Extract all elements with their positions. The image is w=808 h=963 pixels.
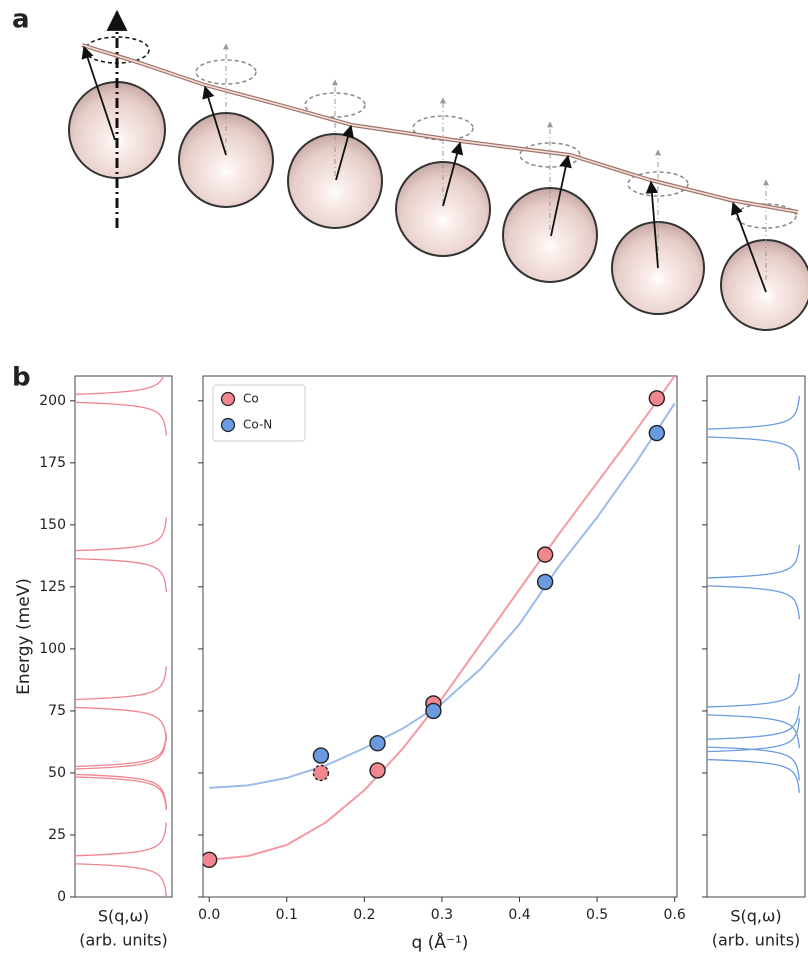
x-tick-label: 0.1 bbox=[276, 907, 298, 923]
data-point bbox=[369, 762, 386, 779]
spectrum-peak bbox=[75, 822, 167, 897]
y-tick-label: 125 bbox=[39, 579, 66, 595]
spectrum-peak bbox=[75, 517, 167, 592]
y-tick-label: 75 bbox=[48, 703, 66, 719]
spectrum-peak bbox=[707, 673, 800, 749]
panel-label: a bbox=[12, 5, 30, 35]
spectrum-peak bbox=[707, 395, 800, 471]
x-tick-label: 0.2 bbox=[353, 907, 375, 923]
x-tick-label: 0.5 bbox=[586, 907, 608, 923]
data-point bbox=[536, 546, 554, 563]
legend bbox=[212, 384, 306, 442]
x-axis-label: S(q,ω) bbox=[98, 907, 149, 926]
y-tick-label: 175 bbox=[39, 455, 66, 471]
data-point bbox=[312, 747, 330, 764]
spectrum-peak bbox=[75, 735, 167, 811]
y-tick-label: 150 bbox=[39, 517, 66, 533]
data-point bbox=[369, 734, 386, 752]
legend-marker bbox=[220, 391, 236, 407]
data-point bbox=[425, 702, 442, 720]
plot-area bbox=[707, 395, 800, 793]
data-point bbox=[312, 764, 330, 782]
legend-marker bbox=[220, 417, 236, 433]
x-axis-label: (arb. units) bbox=[712, 931, 801, 950]
fit-curve bbox=[209, 402, 676, 789]
fit-curve bbox=[209, 376, 676, 861]
spectrum-peak bbox=[707, 544, 800, 620]
data-point bbox=[536, 573, 554, 591]
y-tick-label: 0 bbox=[57, 889, 66, 905]
x-tick-label: 0.4 bbox=[508, 907, 530, 923]
spectrum-peak bbox=[75, 733, 167, 808]
x-tick-label: 0.3 bbox=[431, 907, 453, 923]
x-tick-label: 0.0 bbox=[198, 907, 220, 923]
x-tick-label: 0.6 bbox=[664, 907, 686, 923]
plot-area bbox=[75, 376, 167, 897]
axes-frame bbox=[706, 375, 806, 898]
spectrum-peak bbox=[707, 718, 800, 793]
spectrum-peak bbox=[75, 376, 167, 436]
y-tick-label: 50 bbox=[48, 765, 66, 781]
axes-frame bbox=[202, 375, 678, 898]
legend-label: Co bbox=[243, 392, 259, 406]
y-tick-label: 25 bbox=[48, 827, 66, 843]
plot-area bbox=[203, 376, 676, 868]
x-axis-label: (arb. units) bbox=[79, 931, 168, 950]
spin-wave-diagram bbox=[68, 9, 808, 331]
data-point bbox=[203, 851, 218, 868]
x-axis-label: S(q,ω) bbox=[730, 907, 781, 926]
x-axis-label: q (Å⁻¹) bbox=[412, 931, 469, 953]
data-point bbox=[648, 424, 666, 442]
spectrum-peak bbox=[75, 666, 167, 741]
data-point bbox=[648, 390, 666, 407]
legend-label: Co-N bbox=[243, 418, 272, 432]
y-tick-label: 200 bbox=[39, 393, 66, 409]
panel-label: b bbox=[12, 363, 31, 393]
spectrum-peak bbox=[707, 705, 800, 781]
y-tick-label: 100 bbox=[39, 641, 66, 657]
y-axis-label: Energy (meV) bbox=[14, 578, 34, 695]
axes-frame bbox=[74, 375, 173, 898]
